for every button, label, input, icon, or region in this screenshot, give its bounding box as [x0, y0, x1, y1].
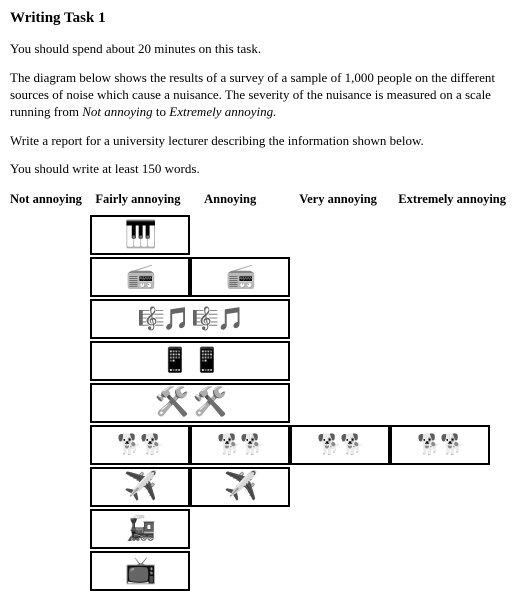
- scale-headers: Not annoying Fairly annoying Annoying Ve…: [10, 192, 506, 207]
- cell-piano-1: 🎹: [90, 215, 190, 255]
- dog-icon: 🐕🐕: [317, 435, 363, 455]
- tools-icon: 🛠️ 🛠️: [155, 389, 226, 417]
- noise-diagram: 🎹 📻 📻 🎼🎵 🎼🎵 📱 📱 🛠️ 🛠️ 🐕🐕 🐕🐕 🐕🐕 🐕🐕 ✈️ ✈️ 🚂 📺: [10, 215, 506, 585]
- instruction-wordcount: You should write at least 150 words.: [10, 161, 506, 178]
- cell-music: 🎼🎵 🎼🎵: [90, 299, 290, 339]
- header-fairly-annoying: Fairly annoying: [95, 192, 204, 207]
- header-very-annoying: Very annoying: [299, 192, 398, 207]
- cell-phone: 📱 📱: [90, 341, 290, 381]
- airplane-icon: ✈️: [224, 473, 257, 501]
- dog-icon: 🐕🐕: [117, 435, 163, 455]
- task-description: The diagram below shows the results of a…: [10, 70, 506, 121]
- cell-airplane-1: ✈️: [90, 467, 190, 507]
- dog-icon: 🐕🐕: [417, 435, 463, 455]
- page-title: Writing Task 1: [10, 10, 506, 27]
- desc-italic1: Not annoying: [82, 104, 152, 119]
- radio-icon: 📻: [126, 265, 154, 289]
- cell-dog-2: 🐕🐕: [190, 425, 290, 465]
- cell-radio-2: 📻: [190, 257, 290, 297]
- airplane-icon: ✈️: [124, 473, 157, 501]
- header-not-annoying: Not annoying: [10, 192, 95, 207]
- piano-icon: 🎹: [125, 222, 155, 248]
- header-annoying: Annoying: [204, 192, 299, 207]
- cell-tv-1: 📺: [90, 551, 190, 591]
- phone-icon: 📱 📱: [160, 349, 220, 373]
- cell-radio-1: 📻: [90, 257, 190, 297]
- train-icon: 🚂: [126, 517, 154, 541]
- cell-tools: 🛠️ 🛠️: [90, 383, 290, 423]
- cell-airplane-2: ✈️: [190, 467, 290, 507]
- cell-train-1: 🚂: [90, 509, 190, 549]
- header-extremely-annoying: Extremely annoying: [398, 192, 506, 207]
- music-icon: 🎼🎵 🎼🎵: [137, 308, 242, 330]
- desc-italic2: Extremely annoying.: [169, 104, 276, 119]
- cell-dog-3: 🐕🐕: [290, 425, 390, 465]
- tv-icon: 📺: [125, 558, 155, 584]
- dog-icon: 🐕🐕: [217, 435, 263, 455]
- desc-part2: to: [153, 104, 170, 119]
- cell-dog-4: 🐕🐕: [390, 425, 490, 465]
- cell-dog-1: 🐕🐕: [90, 425, 190, 465]
- instruction-time: You should spend about 20 minutes on thi…: [10, 41, 506, 58]
- radio-icon: 📻: [226, 265, 254, 289]
- instruction-report: Write a report for a university lecturer…: [10, 133, 506, 150]
